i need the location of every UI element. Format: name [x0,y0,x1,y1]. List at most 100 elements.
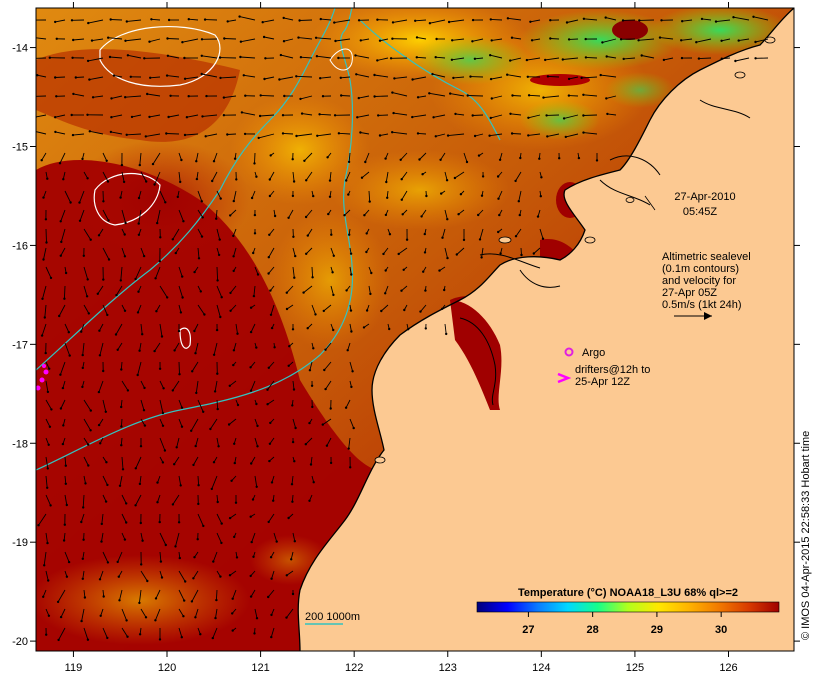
velocity-arrow-head [305,253,307,255]
velocity-arrow-head [60,241,62,243]
velocity-arrow-head [542,238,544,240]
velocity-arrow-head [124,255,126,257]
velocity-arrow-head [173,463,175,465]
velocity-arrow [111,20,122,21]
velocity-arrow-head [135,467,137,469]
velocity-arrow-head [622,19,624,21]
velocity-arrow-head [106,160,108,162]
velocity-arrow-head [102,200,104,202]
velocity-arrow-head [107,219,109,221]
velocity-arrow-head [81,158,83,160]
velocity-arrow-head [120,279,122,281]
velocity-arrow-head [359,131,361,133]
velocity-arrow-head [315,37,317,39]
lon-tick-label: 125 [626,662,644,674]
velocity-arrow-head [481,195,483,197]
velocity-arrow-head [59,374,61,376]
velocity-arrow-head [117,561,119,563]
velocity-arrow-head [181,275,183,277]
velocity-arrow-head [176,446,178,448]
velocity-arrow-head [166,296,168,298]
velocity-arrow-head [472,114,474,116]
velocity-arrow-head [49,426,51,428]
velocity-arrow-head [322,95,324,97]
velocity-arrow-head [392,21,394,23]
velocity-arrow-head [229,214,231,216]
velocity-arrow-head [41,298,43,300]
velocity-arrow-head [292,593,294,595]
velocity-arrow-head [435,56,437,58]
velocity-arrow-head [178,373,180,375]
velocity-arrow-head [244,133,246,135]
velocity-arrow-head [292,236,294,238]
velocity-arrow-head [294,427,296,429]
velocity-arrow-head [308,500,310,502]
velocity-arrow-head [389,233,391,235]
velocity-arrow-head [186,116,188,118]
velocity-arrow [64,286,65,299]
velocity-arrow-head [232,598,234,600]
velocity-arrow-head [545,114,547,116]
velocity-arrow-head [477,214,479,216]
velocity-arrow-head [141,540,143,542]
velocity-arrow-head [286,574,288,576]
velocity-arrow-head [212,637,214,639]
velocity-arrow-head [65,465,67,467]
velocity-arrow-head [250,516,252,518]
velocity-arrow-head [181,407,183,409]
velocity-arrow-head [332,329,334,331]
velocity-arrow-head [347,349,349,351]
velocity-arrow-head [162,412,164,414]
velocity-arrow-head [641,54,643,56]
velocity-arrow-head [178,521,180,523]
velocity-arrow-head [100,540,102,542]
velocity-arrow-head [143,409,145,411]
velocity-arrow-head [213,354,215,356]
velocity-arrow-head [243,74,245,76]
velocity-arrow-head [438,269,440,271]
velocity-arrow-head [298,19,300,21]
velocity-arrow-head [445,333,447,335]
velocity-arrow-head [262,21,264,23]
velocity-arrow-head [121,164,123,166]
velocity-arrow-head [110,131,112,133]
velocity-arrow-head [424,289,426,291]
velocity-arrow-head [228,423,230,425]
velocity-arrow-head [201,73,203,75]
velocity-arrow-head [256,617,258,619]
velocity-arrow [261,95,274,96]
velocity-arrow-head [162,425,164,427]
velocity-arrow-head [660,19,662,21]
velocity-arrow-head [347,193,349,195]
velocity-arrow-head [184,134,186,136]
velocity-arrow-head [497,198,499,200]
velocity-arrow-head [314,313,316,315]
velocity-arrow [283,133,293,134]
velocity-arrow-head [214,617,216,619]
velocity-arrow-head [159,368,161,370]
velocity-arrow-head [229,517,231,519]
velocity-arrow-head [167,55,169,57]
velocity-arrow-head [280,54,282,56]
velocity-arrow-head [80,620,82,622]
velocity-arrow-head [82,578,84,580]
velocity-arrow-head [148,41,150,43]
velocity-arrow-head [416,56,418,58]
velocity-arrow-head [379,134,381,136]
velocity-arrow-head [253,162,255,164]
velocity-arrow-head [203,313,205,315]
velocity-arrow-head [125,521,127,523]
velocity-arrow-head [266,403,268,405]
velocity-arrow-head [585,56,587,58]
velocity-arrow [512,134,521,135]
velocity-arrow-head [214,390,216,392]
velocity-arrow-head [566,21,568,23]
velocity-arrow-head [181,296,183,298]
lon-tick-label: 121 [251,662,269,674]
velocity-arrow-head [562,58,564,60]
velocity-arrow-head [213,461,215,463]
velocity-arrow-head [69,201,71,203]
velocity-arrow [168,39,180,40]
velocity-arrow-head [139,483,141,485]
velocity-arrow [473,115,483,116]
